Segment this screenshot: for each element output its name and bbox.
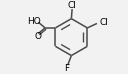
Text: O: O <box>34 32 41 41</box>
Text: F: F <box>64 64 70 73</box>
Text: Cl: Cl <box>68 1 77 10</box>
Text: Cl: Cl <box>100 18 109 27</box>
Text: HO: HO <box>27 17 41 26</box>
